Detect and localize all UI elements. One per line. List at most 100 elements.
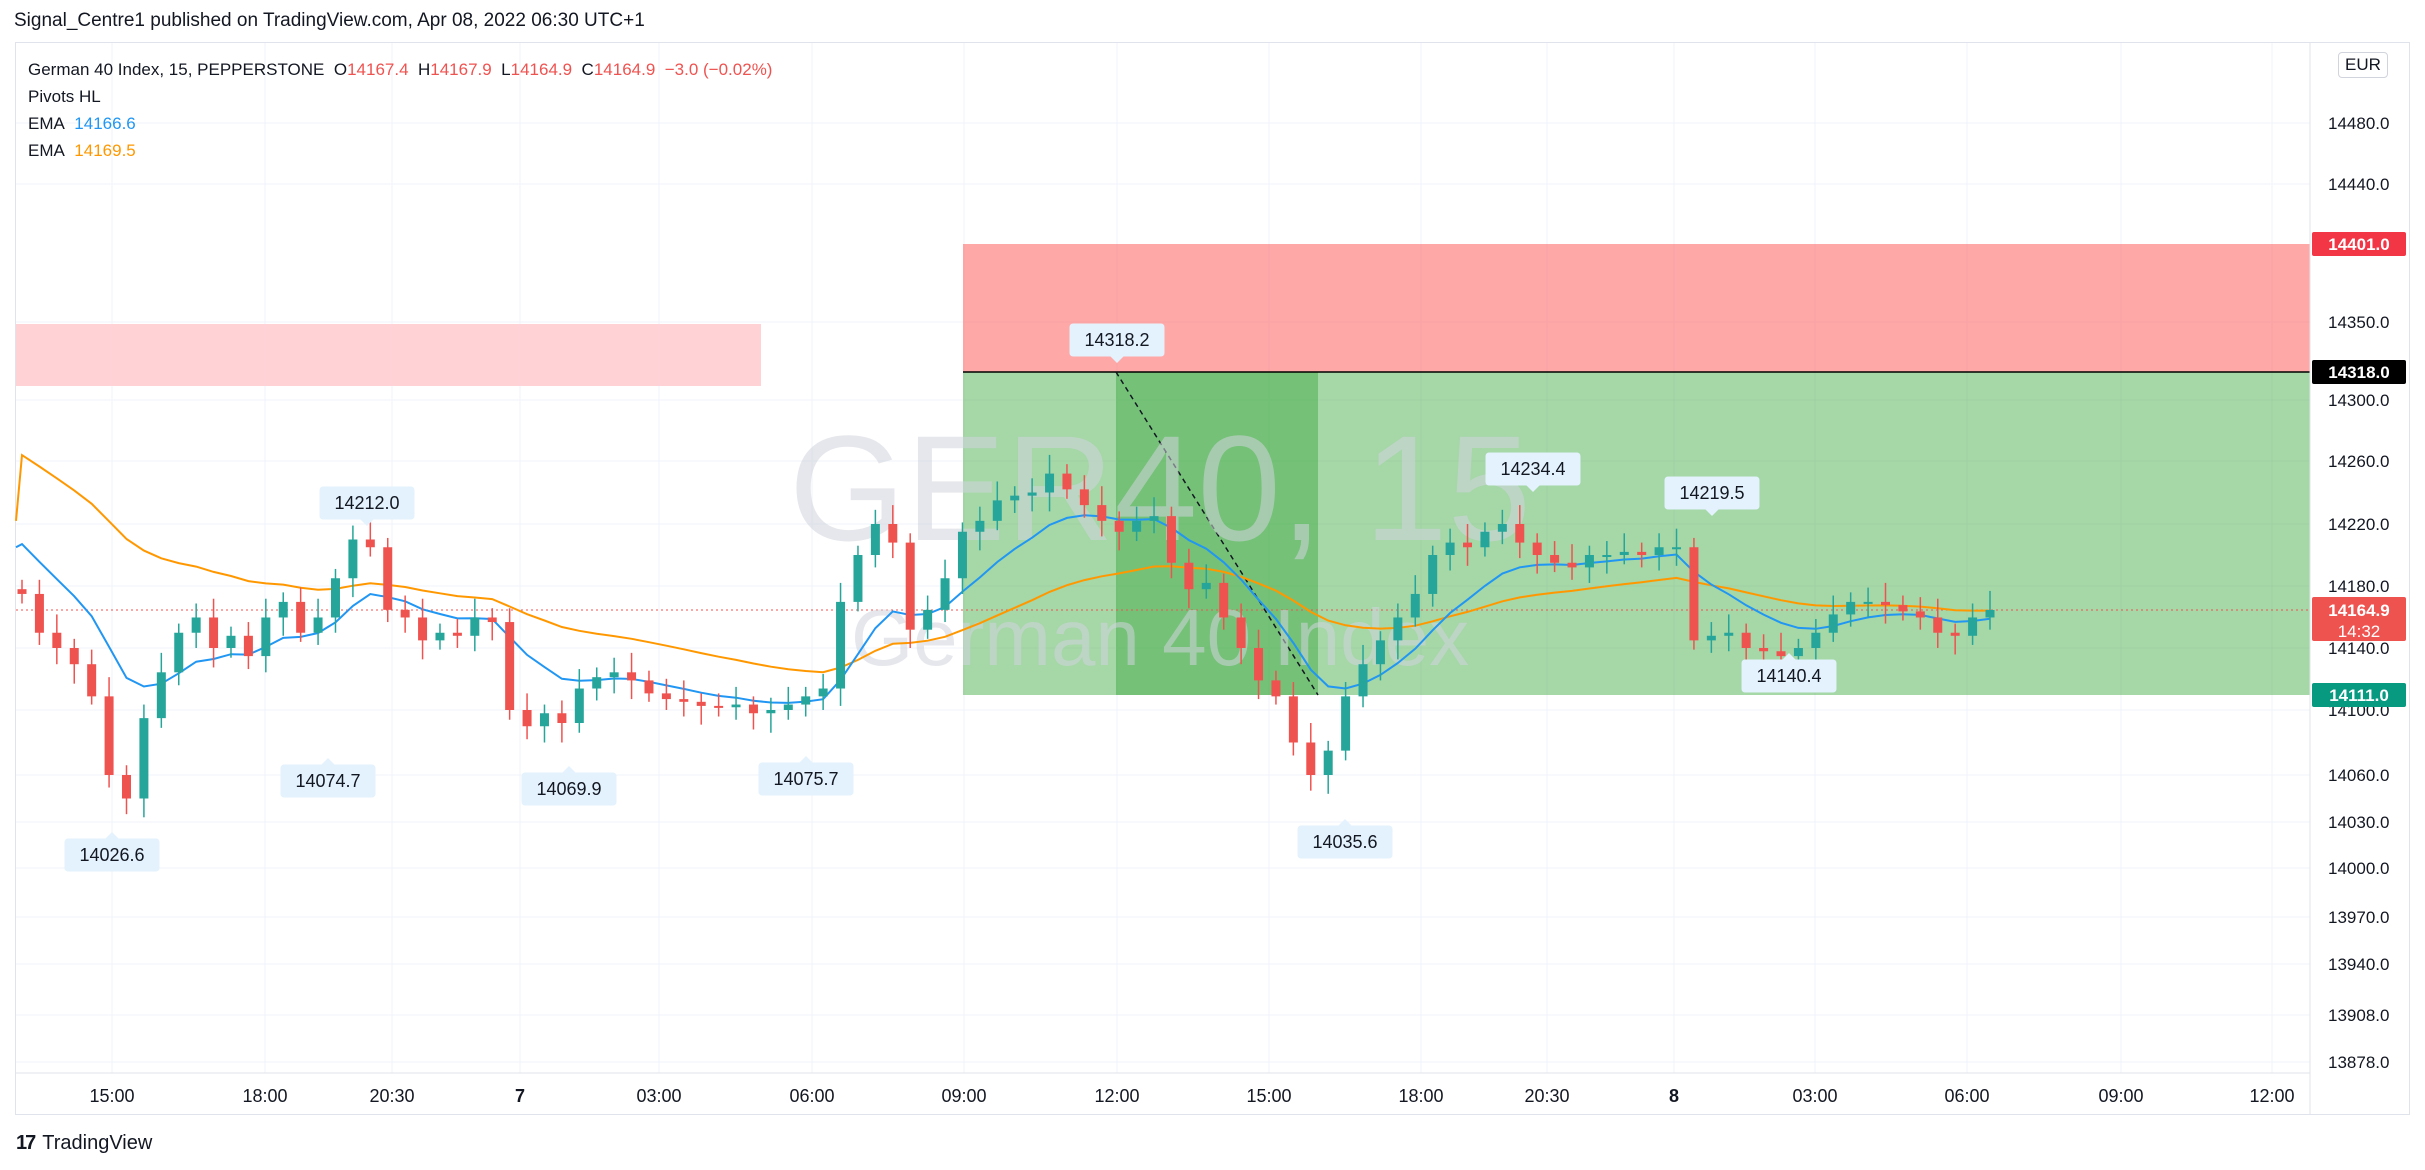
legend-ema-fast-value: 14166.6 (74, 114, 136, 133)
candle-body (1463, 542, 1473, 548)
candle-body (1497, 524, 1507, 532)
candle-body (783, 704, 793, 710)
legend-low: 14164.9 (510, 60, 573, 79)
candle-body (156, 672, 166, 719)
pivot-high-label: 14212.0 (319, 486, 415, 526)
legend-l-label: L (501, 60, 511, 79)
y-tick-label: 13878.0 (2328, 1053, 2389, 1072)
candle-body (1619, 551, 1629, 555)
trend-dashed-line (1115, 371, 1319, 696)
candle-body (1341, 696, 1351, 751)
candle-body (104, 696, 114, 775)
x-tick-label: 03:00 (1792, 1086, 1837, 1106)
x-tick-label: 18:00 (242, 1086, 287, 1106)
price-label-target-text: 14111.0 (2329, 686, 2389, 705)
legend-ohlc-row: German 40 Index, 15, PEPPERSTONE O14167.… (28, 56, 772, 83)
candle-body (1410, 593, 1420, 618)
candle-body (766, 710, 776, 714)
candle-body (574, 688, 584, 723)
pivot-high-label: 14234.4 (1485, 452, 1581, 492)
legend-ema-slow[interactable]: EMA 14169.5 (28, 137, 772, 164)
x-tick-label: 15:00 (1246, 1086, 1291, 1106)
candle-body (34, 593, 44, 633)
legend-o-label: O (333, 60, 348, 79)
candle-body (1793, 648, 1803, 657)
candle-body (1933, 617, 1943, 633)
zones (16, 244, 2310, 696)
pivot-label-text: 14318.2 (1084, 330, 1149, 350)
pivot-label-pointer (360, 519, 374, 526)
candle-body (1149, 516, 1159, 521)
candle-body (609, 672, 619, 678)
candle-body (1881, 601, 1891, 606)
candle-body (52, 632, 62, 648)
y-tick-label: 14140.0 (2328, 639, 2389, 658)
legend-ema-slow-label: EMA (28, 141, 65, 160)
candle-body (522, 710, 532, 727)
supply-zone (16, 324, 761, 386)
pivot-label-pointer (1110, 356, 1124, 363)
candle-body (365, 539, 375, 548)
candle-body (1079, 489, 1089, 506)
axes: 14480.0 14440.0 14350.0 14300.0 14260.0 14220… (16, 43, 2406, 1115)
x-tick-label: 8 (1669, 1086, 1679, 1106)
candle-body (1637, 551, 1647, 555)
x-tick-label: 7 (515, 1086, 525, 1106)
candle-body (905, 542, 915, 630)
pivot-label-text: 14234.4 (1500, 459, 1565, 479)
chart-frame[interactable] (15, 42, 2410, 1115)
x-tick-label: 06:00 (789, 1086, 834, 1106)
legend-open: 14167.4 (347, 60, 409, 79)
candle-body (1863, 601, 1873, 604)
candle-body (1550, 555, 1560, 563)
candle-body (418, 617, 428, 641)
candle-body (1271, 680, 1281, 697)
candle-body (1062, 473, 1072, 490)
candle-body (1132, 520, 1142, 532)
candle-body (679, 699, 689, 702)
price-label-target (2312, 683, 2406, 707)
candle-body (1515, 524, 1525, 543)
candle-body (1445, 542, 1455, 555)
candle-body (313, 617, 323, 633)
candle-body (1724, 632, 1734, 636)
candle-body (1323, 750, 1333, 775)
pivot-low-label: 14035.6 (1297, 819, 1393, 859)
candle-body (714, 705, 724, 708)
candle-body (174, 632, 184, 673)
candle-body (748, 704, 758, 714)
candle-body (1114, 520, 1124, 532)
candle-body (1532, 542, 1542, 555)
candle-body (1689, 547, 1699, 641)
candle-body (1428, 555, 1438, 594)
legend-ema-fast[interactable]: EMA 14166.6 (28, 110, 772, 137)
x-tick-label: 18:00 (1398, 1086, 1443, 1106)
candle-body (661, 693, 671, 700)
currency-button[interactable]: EUR (2338, 52, 2388, 78)
candle-body (818, 688, 828, 697)
pivot-low-label: 14074.7 (280, 758, 376, 798)
pivot-labels: 14026.6 14212.0 14074.7 14069.9 14075.7 14318… (64, 323, 1837, 872)
pivot-label-text: 14075.7 (773, 769, 838, 789)
candle-body (1811, 632, 1821, 648)
candle-body (1045, 473, 1055, 493)
candle-body (1846, 601, 1856, 615)
y-tick-label: 14480.0 (2328, 114, 2389, 133)
legend-h-label: H (417, 60, 431, 79)
candle-body (1097, 505, 1107, 521)
candle-body (888, 524, 898, 543)
x-tick-label: 12:00 (1094, 1086, 1139, 1106)
candle-body (1306, 742, 1316, 775)
legend-pivots[interactable]: Pivots HL (28, 87, 101, 106)
candle-body (470, 617, 480, 636)
x-tick-label: 12:00 (2249, 1086, 2294, 1106)
candle-body (139, 718, 149, 799)
candle-body (243, 635, 253, 657)
candle-body (1915, 611, 1925, 618)
x-tick-label: 20:30 (369, 1086, 414, 1106)
candle-body (940, 578, 950, 610)
pivot-label-pointer (1338, 819, 1352, 826)
pivot-low-label: 14026.6 (64, 832, 160, 872)
legend-close: 14164.9 (593, 60, 656, 79)
